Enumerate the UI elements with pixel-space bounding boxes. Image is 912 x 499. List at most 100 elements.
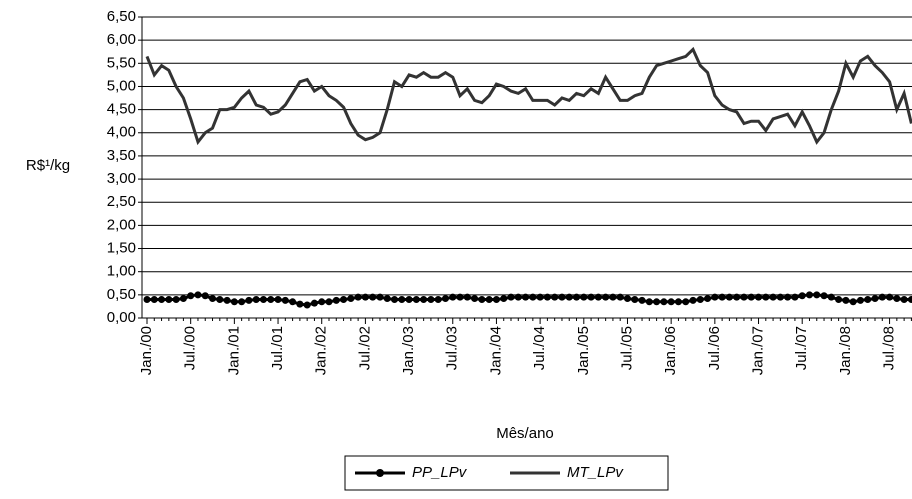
point (653, 298, 661, 306)
point (223, 296, 231, 304)
y-tick-label: 6,50 (107, 8, 136, 25)
point (594, 293, 602, 301)
point (835, 295, 843, 303)
x-tick-label: Jan./04 (487, 326, 504, 375)
point (747, 293, 755, 301)
point (514, 293, 522, 301)
point (245, 296, 253, 304)
point (332, 296, 340, 304)
x-tick-label: Jul./00 (182, 326, 199, 370)
point (900, 295, 908, 303)
point (318, 298, 326, 306)
y-tick-label: 3,50 (107, 147, 136, 164)
point (543, 293, 551, 301)
point (682, 298, 690, 306)
point (886, 293, 894, 301)
y-tick-label: 0,00 (107, 309, 136, 326)
point (500, 295, 508, 303)
point (893, 295, 901, 303)
point (660, 298, 668, 306)
point (383, 295, 391, 303)
x-tick-label: Jul./01 (269, 326, 286, 370)
point (398, 295, 406, 303)
point (216, 295, 224, 303)
point (252, 295, 260, 303)
point (638, 296, 646, 304)
point (856, 296, 864, 304)
legend-marker (376, 469, 384, 477)
y-tick-label: 0,50 (107, 286, 136, 303)
x-tick-label: Jan./06 (662, 326, 679, 375)
point (609, 293, 617, 301)
x-tick-label: Jul./07 (793, 326, 810, 370)
x-tick-label: Jul./08 (881, 326, 898, 370)
point (740, 293, 748, 301)
y-tick-label: 5,50 (107, 54, 136, 71)
point (704, 295, 712, 303)
point (558, 293, 566, 301)
point (158, 295, 166, 303)
point (485, 295, 493, 303)
point (471, 295, 479, 303)
point (405, 295, 413, 303)
point (441, 295, 449, 303)
point (325, 298, 333, 306)
legend-box (344, 455, 669, 491)
point (522, 293, 530, 301)
point (689, 296, 697, 304)
y-tick-label: 1,00 (107, 263, 136, 280)
point (849, 298, 857, 306)
x-tick-label: Jul./03 (444, 326, 461, 370)
y-tick-label: 6,00 (107, 31, 136, 48)
point (187, 292, 195, 300)
point (755, 293, 763, 301)
point (573, 293, 581, 301)
y-tick-label: 1,50 (107, 240, 136, 257)
point (281, 296, 289, 304)
point (580, 293, 588, 301)
point (434, 295, 442, 303)
point (492, 295, 500, 303)
point (667, 298, 675, 306)
legend-label: MT_LPv (567, 464, 624, 481)
x-tick-label: Jan./07 (749, 326, 766, 375)
x-tick-label: Jan./00 (138, 326, 155, 375)
point (616, 293, 624, 301)
point (150, 295, 158, 303)
point (776, 293, 784, 301)
point (230, 298, 238, 306)
point (565, 293, 573, 301)
point (864, 295, 872, 303)
point (238, 298, 246, 306)
x-tick-label: Jul./04 (531, 326, 548, 370)
point (165, 295, 173, 303)
point (529, 293, 537, 301)
x-tick-label: Jul./02 (356, 326, 373, 370)
point (587, 293, 595, 301)
point (762, 293, 770, 301)
point (456, 293, 464, 301)
y-tick-label: 2,00 (107, 216, 136, 233)
point (602, 293, 610, 301)
point (361, 293, 369, 301)
point (725, 293, 733, 301)
x-tick-label: Jan./05 (575, 326, 592, 375)
point (201, 292, 209, 300)
point (878, 293, 886, 301)
point (296, 300, 304, 308)
y-tick-label: 3,00 (107, 170, 136, 187)
point (391, 295, 399, 303)
point (259, 295, 267, 303)
line (145, 46, 912, 146)
point (310, 299, 318, 307)
point (194, 291, 202, 299)
point (478, 295, 486, 303)
point (340, 295, 348, 303)
point (536, 293, 544, 301)
point (791, 293, 799, 301)
point (179, 295, 187, 303)
y-axis-title: R$¹/kg (26, 157, 70, 174)
point (813, 291, 821, 299)
point (907, 295, 912, 303)
